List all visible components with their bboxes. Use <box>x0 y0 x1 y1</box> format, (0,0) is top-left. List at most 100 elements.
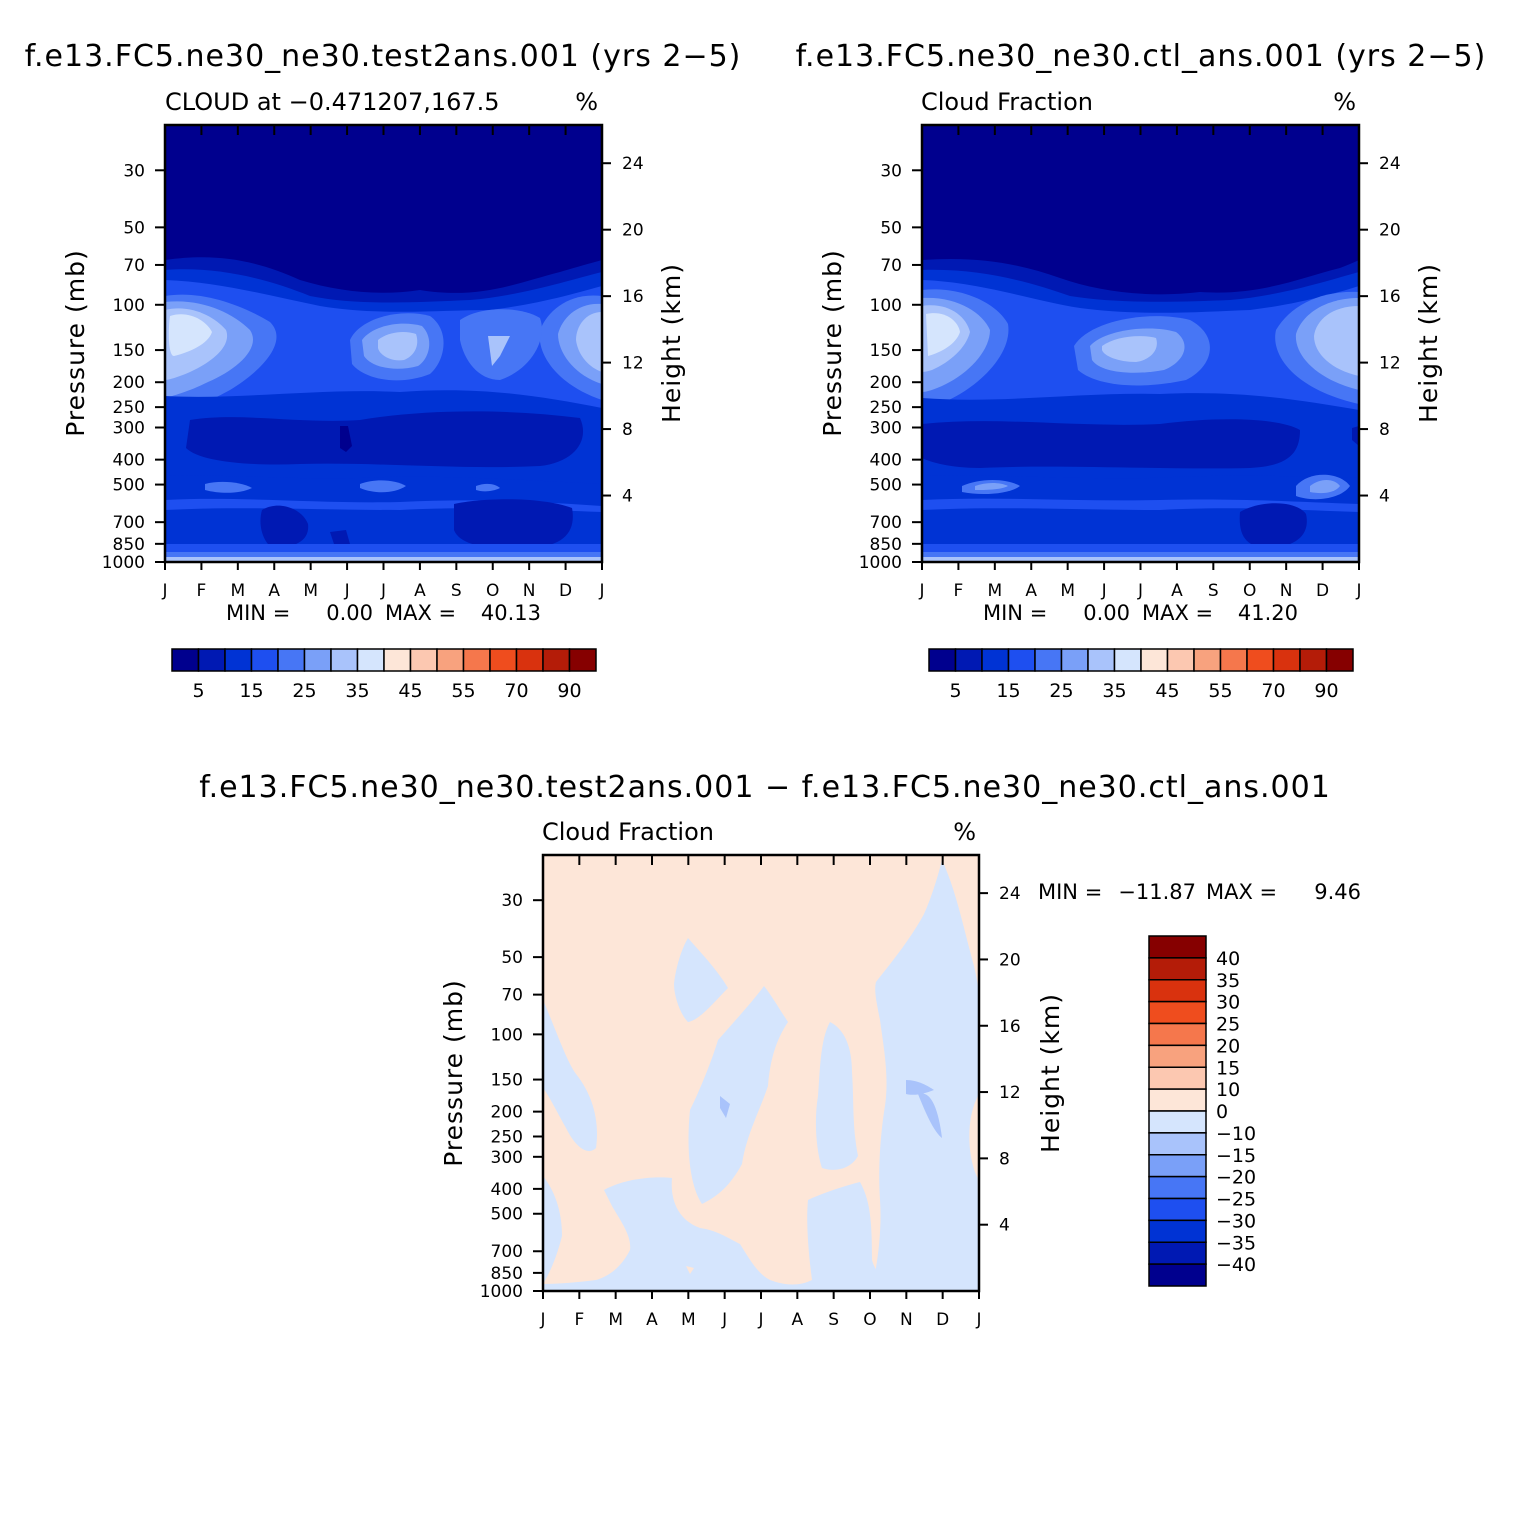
y2-axis-label: Height (km) <box>1414 263 1443 423</box>
colorbar-label: 45 <box>398 680 422 702</box>
colorbar-label: 35 <box>1216 970 1240 992</box>
panel-units: % <box>575 88 598 116</box>
x-tick-label: F <box>954 581 964 601</box>
y-tick-label: 200 <box>113 373 145 393</box>
colorbar-box <box>436 648 465 672</box>
max-label: MAX = <box>1206 880 1277 904</box>
colorbar-label: 45 <box>1155 680 1179 702</box>
colorbar-box <box>1148 1241 1207 1265</box>
y-tick-label: 200 <box>870 373 902 393</box>
colorbar-box <box>1148 1110 1207 1134</box>
y2-axis-label: Height (km) <box>657 263 686 423</box>
y2-tick-label: 16 <box>622 287 644 307</box>
colorbar-box <box>515 648 544 672</box>
colorbar-label: −35 <box>1216 1232 1256 1254</box>
colorbar-box <box>1060 648 1089 672</box>
colorbar-box <box>1148 1022 1207 1047</box>
colorbar-box <box>224 648 253 672</box>
colorbar-box <box>1140 648 1169 672</box>
colorbar-label: 90 <box>1314 680 1338 702</box>
colorbar-label: 25 <box>292 680 316 702</box>
colorbar-box <box>1148 1154 1207 1178</box>
y-tick-label: 30 <box>880 161 902 181</box>
y2-tick-label: 4 <box>999 1216 1010 1236</box>
y2-tick-label: 8 <box>999 1149 1010 1169</box>
x-tick-label: D <box>936 1310 949 1330</box>
panel-difference: f.e13.FC5.ne30_ne30.test2ans.001 − f.e13… <box>199 770 1361 1330</box>
panel-subtitle: Cloud Fraction <box>921 88 1093 116</box>
y-tick-label: 300 <box>870 419 902 439</box>
y2-tick-label: 24 <box>999 884 1021 904</box>
y-tick-label: 850 <box>113 535 145 555</box>
min-value: 0.00 <box>1083 601 1130 625</box>
y-tick-label: 1000 <box>480 1282 523 1302</box>
x-tick-label: J <box>757 1310 763 1330</box>
x-tick-label: D <box>1316 581 1329 601</box>
colorbar-label: 5 <box>949 680 961 702</box>
y2-tick-label: 12 <box>999 1083 1021 1103</box>
colorbar-label: 15 <box>1216 1057 1240 1079</box>
panel-subtitle: CLOUD at −0.471207,167.5 <box>165 88 500 116</box>
colorbar-label: −30 <box>1216 1210 1256 1232</box>
x-tick-label: J <box>161 581 167 601</box>
colorbar-box <box>303 648 332 672</box>
x-tick-label: J <box>1137 581 1143 601</box>
min-label: MIN = <box>1038 880 1102 904</box>
colorbar-box <box>1219 648 1248 672</box>
colorbar-box <box>330 648 359 672</box>
colorbar-box <box>383 648 412 672</box>
x-tick-label: S <box>1208 581 1219 601</box>
y-axis-label: Pressure (mb) <box>818 249 847 436</box>
max-label: MAX = <box>385 601 456 625</box>
y-tick-label: 70 <box>880 256 902 276</box>
x-tick-label: J <box>1101 581 1107 601</box>
min-value: −11.87 <box>1118 880 1196 904</box>
colorbar-label: −25 <box>1216 1189 1256 1211</box>
x-tick-label: J <box>598 581 604 601</box>
contour-field <box>922 125 1359 562</box>
y2-tick-label: 20 <box>999 950 1021 970</box>
contour-field <box>543 855 979 1291</box>
y-tick-label: 150 <box>870 341 902 361</box>
colorbar-label: 70 <box>1261 680 1285 702</box>
max-value: 41.20 <box>1238 601 1298 625</box>
colorbar-label: 25 <box>1049 680 1073 702</box>
colorbar-box <box>1148 1197 1207 1222</box>
colorbar-box <box>954 648 983 672</box>
colorbar-label: 35 <box>345 680 369 702</box>
x-tick-label: N <box>523 581 536 601</box>
max-value: 9.46 <box>1314 880 1361 904</box>
y-tick-label: 300 <box>113 419 145 439</box>
y2-tick-label: 16 <box>1379 287 1401 307</box>
y-tick-label: 50 <box>880 218 902 238</box>
colorbar-box <box>1272 648 1301 672</box>
colorbar-box <box>1007 648 1036 672</box>
x-tick-label: A <box>268 581 280 601</box>
colorbar-label: −15 <box>1216 1145 1256 1167</box>
colorbar-box <box>1148 1175 1207 1200</box>
colorbar: 5 15 25 35 45 55 70 90 <box>171 648 597 702</box>
y-tick-label: 300 <box>491 1148 523 1168</box>
x-tick-label: S <box>451 581 462 601</box>
y2-tick-label: 24 <box>1379 154 1401 174</box>
colorbar-label: 15 <box>239 680 263 702</box>
y-tick-label: 1000 <box>102 553 145 573</box>
y-tick-label: 150 <box>113 341 145 361</box>
y2-tick-label: 12 <box>1379 354 1401 374</box>
colorbar-box <box>1148 979 1207 1003</box>
y-tick-label: 850 <box>491 1264 523 1284</box>
colorbar-label: 30 <box>1216 992 1240 1014</box>
max-value: 40.13 <box>481 601 541 625</box>
colorbar-box <box>542 648 571 672</box>
x-tick-label: J <box>1355 581 1361 601</box>
y2-tick-label: 20 <box>1379 221 1401 241</box>
x-tick-label: M <box>608 1310 623 1330</box>
colorbar-box <box>277 648 306 672</box>
x-tick-label: M <box>987 581 1002 601</box>
colorbar-box <box>1148 1132 1207 1156</box>
x-tick-label: M <box>1060 581 1075 601</box>
